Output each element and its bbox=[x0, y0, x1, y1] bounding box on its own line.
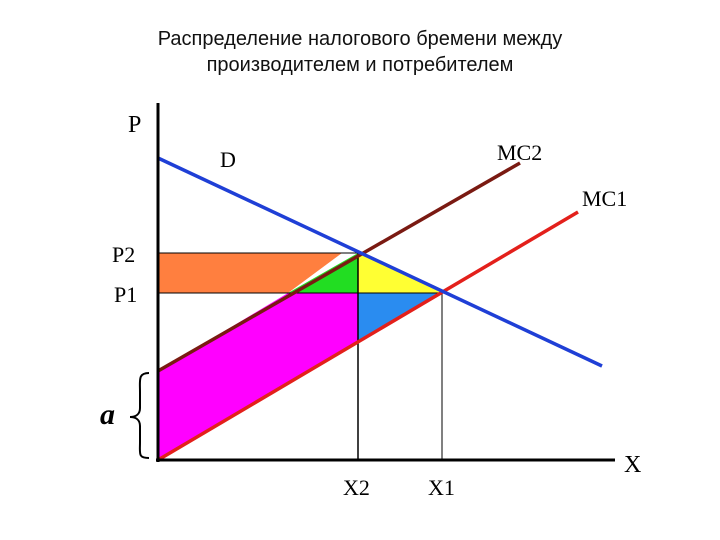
mc1-curve bbox=[157, 210, 579, 462]
p1-label: P1 bbox=[114, 282, 137, 307]
x2-label: X2 bbox=[343, 475, 370, 500]
mc2-curve bbox=[157, 161, 521, 373]
producer-tax-area bbox=[158, 293, 358, 460]
tax-brace bbox=[129, 372, 150, 459]
mc1-label: MC1 bbox=[582, 186, 627, 211]
p-axis-label: P bbox=[128, 112, 141, 138]
demand-label: D bbox=[220, 147, 236, 172]
tax-label: a bbox=[100, 398, 115, 431]
green-deadweight-triangle bbox=[288, 253, 358, 293]
demand-curve bbox=[157, 156, 603, 368]
slide-title: Распределение налогового бремени между п… bbox=[0, 26, 720, 78]
consumer-tax-area bbox=[158, 253, 342, 293]
mc2-label: MC2 bbox=[497, 140, 542, 165]
p2-label: P2 bbox=[112, 242, 135, 267]
title-line-2: производителем и потребителем bbox=[206, 54, 514, 76]
title-line-1: Распределение налогового бремени между bbox=[157, 28, 563, 50]
x-axis-label: X bbox=[624, 452, 641, 478]
x1-label: X1 bbox=[428, 475, 455, 500]
